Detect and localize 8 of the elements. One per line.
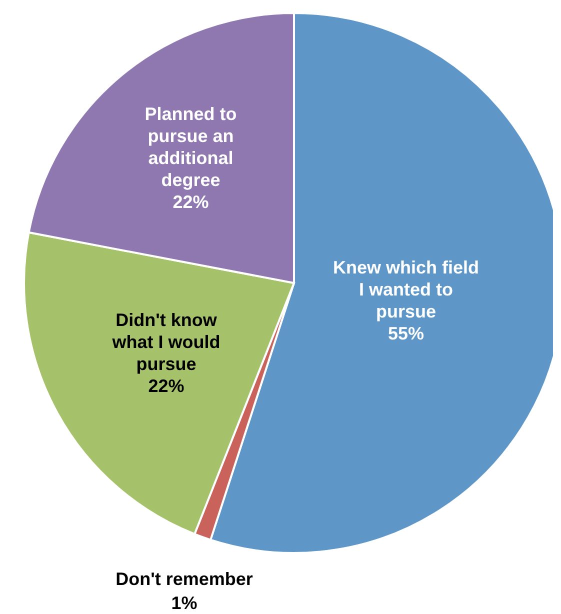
data-label: 1% bbox=[171, 593, 198, 613]
slice-label: Knew which field I wanted to pursue bbox=[332, 258, 480, 322]
slice-label: Planned to pursue an additional degree bbox=[144, 104, 237, 190]
data-label: 22% bbox=[172, 192, 209, 212]
data-label: 22% bbox=[148, 376, 184, 396]
data-label: 55% bbox=[388, 324, 424, 344]
slice-label: Don't remember bbox=[116, 569, 253, 589]
slice-label: Didn't know what I would pursue bbox=[111, 310, 220, 374]
